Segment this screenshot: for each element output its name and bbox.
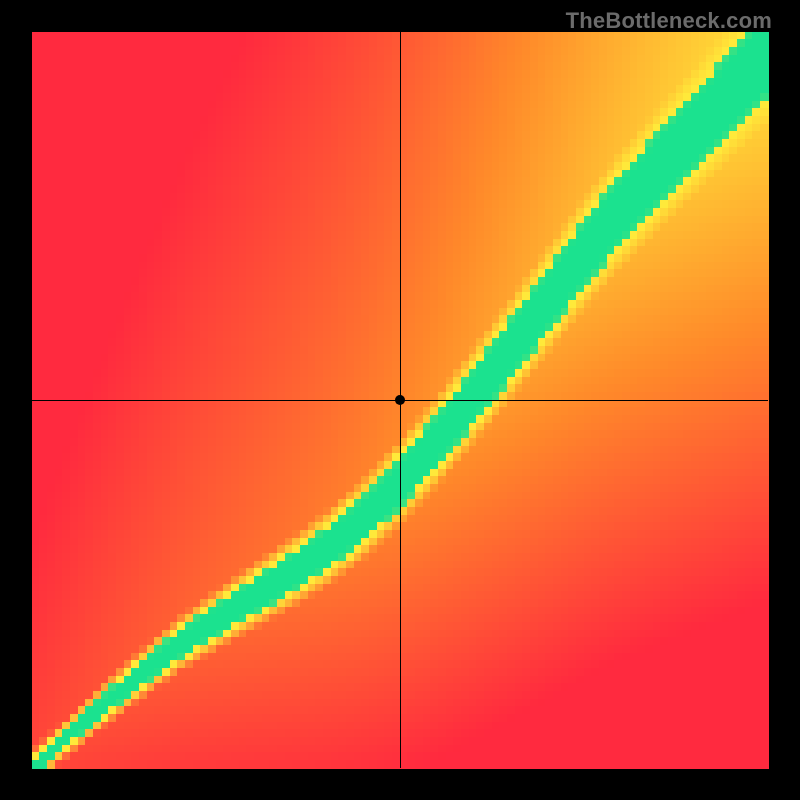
bottleneck-heatmap [0, 0, 800, 800]
watermark-text: TheBottleneck.com [566, 8, 772, 34]
